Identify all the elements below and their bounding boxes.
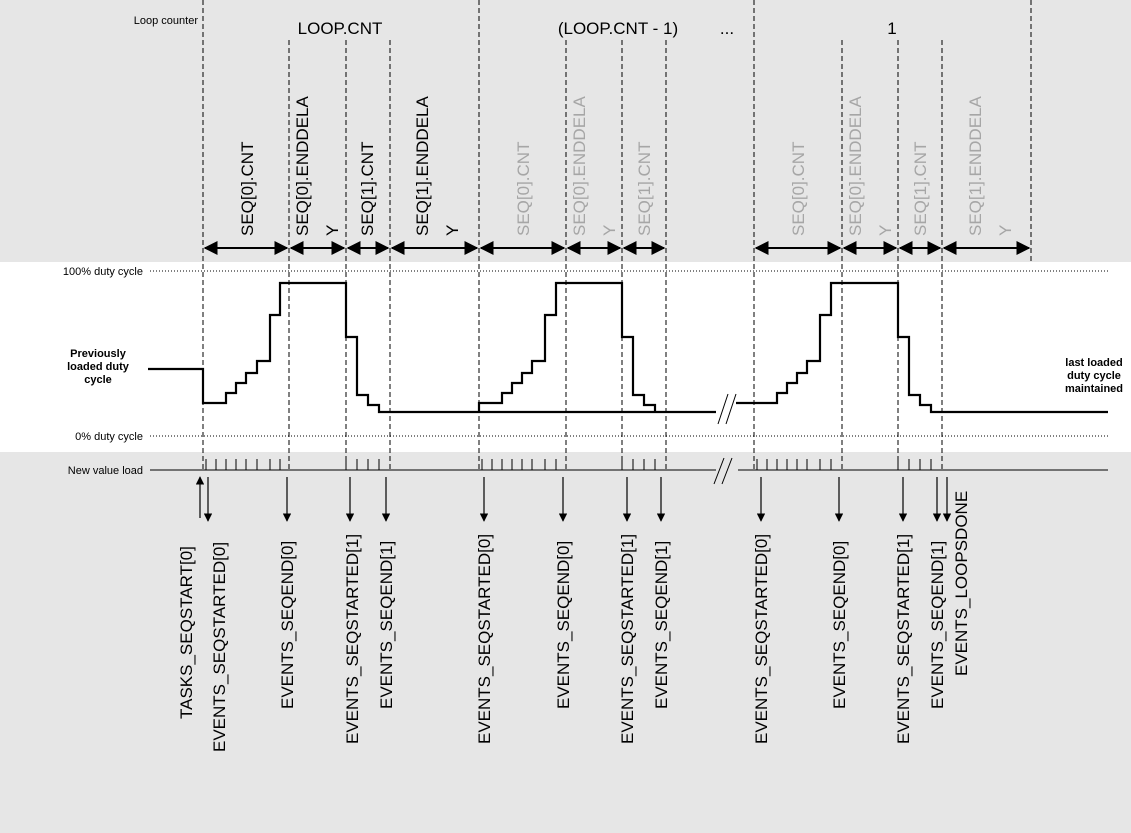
duty-cycle-waveform [148,281,1108,414]
event-label: EVENTS_SEQEND[1] [928,541,947,709]
event-label: EVENTS_SEQSTARTED[0] [475,534,494,744]
event-labels: TASKS_SEQSTART[0] EVENTS_SEQSTARTED[0] E… [177,491,971,752]
event-label: EVENTS_SEQSTARTED[0] [210,542,229,752]
event-label: EVENTS_SEQSTARTED[1] [343,534,362,744]
event-label: TASKS_SEQSTART[0] [177,546,196,719]
phase-dividers [202,0,1032,470]
previously-loaded-line-3: cycle [84,374,112,386]
duty-0-label: 0% duty cycle [75,431,143,443]
interval-label: SEQ[1].ENDDELA [413,96,432,236]
interval-label: SEQ[0].ENDDELA [293,96,312,236]
interval-label: SEQ[0].ENDDELA [846,96,865,236]
loop-label-2: (LOOP.CNT - 1) [558,19,678,38]
event-label: EVENTS_LOOPSDONE [952,491,971,676]
interval-label-cont: Y [876,225,895,236]
interval-label-cont: Y [600,225,619,236]
event-label: EVENTS_SEQEND[1] [652,541,671,709]
event-label: EVENTS_SEQSTARTED[1] [618,534,637,744]
last-loaded-line-2: duty cycle [1067,370,1121,382]
duty-100-label: 100% duty cycle [63,266,143,278]
interval-label: SEQ[1].ENDDELA [966,96,985,236]
loop-ellipsis: ... [720,19,734,38]
interval-label-cont: Y [443,225,462,236]
interval-label: SEQ[0].CNT [789,142,808,236]
new-value-load-label: New value load [68,465,143,477]
event-label: EVENTS_SEQEND[0] [830,541,849,709]
interval-label: SEQ[1].CNT [358,142,377,236]
interval-label: SEQ[0].CNT [514,142,533,236]
loop-label-3: 1 [887,19,896,38]
interval-label: SEQ[0].CNT [238,142,257,236]
interval-label-cont: Y [996,225,1015,236]
last-loaded-line-1: last loaded [1065,357,1122,369]
loop-label-1: LOOP.CNT [298,19,383,38]
load-ticks [205,459,932,470]
last-loaded-line-3: maintained [1065,383,1123,395]
loop-counter-label: Loop counter [134,15,199,27]
event-label: EVENTS_SEQSTARTED[1] [894,534,913,744]
event-arrows [195,476,952,522]
load-break-marks [713,457,733,485]
interval-label-cont: Y [323,225,342,236]
previously-loaded-line-2: loaded duty [67,361,130,373]
previously-loaded-line-1: Previously [70,348,127,360]
event-label: EVENTS_SEQEND[0] [554,541,573,709]
event-label: EVENTS_SEQEND[0] [278,541,297,709]
interval-label: SEQ[1].CNT [635,142,654,236]
interval-label: SEQ[0].ENDDELA [570,96,589,236]
interval-labels: SEQ[0].CNT SEQ[0].ENDDELA Y SEQ[1].CNT S… [238,96,1015,236]
waveform-break-marks [717,393,737,425]
event-label: EVENTS_SEQEND[1] [377,541,396,709]
interval-label: SEQ[1].CNT [911,142,930,236]
event-label: EVENTS_SEQSTARTED[0] [752,534,771,744]
